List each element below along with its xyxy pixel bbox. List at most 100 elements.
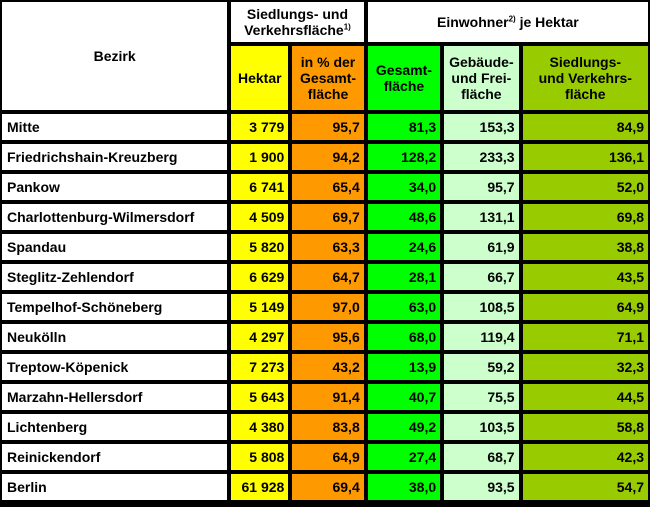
cell-gebaeude-freiflaeche: 108,5 (442, 292, 521, 322)
cell-hektar: 5 808 (229, 442, 291, 472)
cell-bezirk: Charlottenburg-Wilmersdorf (0, 202, 230, 232)
cell-gesamtflaeche: 40,7 (365, 382, 443, 412)
cell-prozent: 91,4 (290, 382, 366, 412)
cell-bezirk: Friedrichshain-Kreuzberg (0, 142, 230, 172)
cell-hektar: 6 629 (229, 262, 291, 292)
header-einwohner-je-hektar: Einwohner2) je Hektar (365, 0, 650, 44)
table-row: Charlottenburg-Wilmersdorf 4 509 69,7 48,6 1… (0, 202, 650, 232)
cell-siedlungs-verkehrsflaeche: 58,8 (520, 412, 650, 442)
cell-gesamtflaeche: 24,6 (365, 232, 443, 262)
cell-bezirk: Reinickendorf (0, 442, 230, 472)
cell-hektar: 6 741 (229, 172, 291, 202)
cell-prozent: 65,4 (290, 172, 366, 202)
table-row: Tempelhof-Schöneberg 5 149 97,0 63,0 108,5 64… (0, 292, 650, 322)
cell-gesamtflaeche: 48,6 (365, 202, 443, 232)
cell-gebaeude-freiflaeche: 68,7 (442, 442, 521, 472)
cell-prozent: 43,2 (290, 352, 366, 382)
table-row: Lichtenberg 4 380 83,8 49,2 103,5 58,8 (0, 412, 650, 442)
cell-hektar: 5 643 (229, 382, 291, 412)
cell-siedlungs-verkehrsflaeche: 52,0 (520, 172, 650, 202)
table-row: Neukölln 4 297 95,6 68,0 119,4 71,1 (0, 322, 650, 352)
cell-bezirk: Spandau (0, 232, 230, 262)
cell-prozent: 94,2 (290, 142, 366, 172)
table-row: Spandau 5 820 63,3 24,6 61,9 38,8 (0, 232, 650, 262)
cell-gesamtflaeche: 81,3 (365, 112, 443, 142)
header-prozent-gesamtflaeche: in % der Gesamt-fläche (290, 44, 366, 112)
header-siedlungsflaeche: Siedlungs- und Verkehrsfläche1) (229, 0, 366, 44)
cell-hektar: 5 820 (229, 232, 291, 262)
header-bezirk: Bezirk (0, 0, 230, 112)
cell-siedlungs-verkehrsflaeche: 136,1 (520, 142, 650, 172)
cell-gesamtflaeche: 49,2 (365, 412, 443, 442)
cell-hektar: 3 779 (229, 112, 291, 142)
cell-bezirk: Pankow (0, 172, 230, 202)
cell-siedlungs-verkehrsflaeche: 54,7 (520, 472, 650, 502)
cell-gesamtflaeche: 34,0 (365, 172, 443, 202)
cell-gebaeude-freiflaeche: 233,3 (442, 142, 521, 172)
cell-siedlungs-verkehrsflaeche: 69,8 (520, 202, 650, 232)
cell-siedlungs-verkehrsflaeche: 44,5 (520, 382, 650, 412)
cell-siedlungs-verkehrsflaeche: 71,1 (520, 322, 650, 352)
cell-bezirk: Neukölln (0, 322, 230, 352)
cell-prozent: 63,3 (290, 232, 366, 262)
cell-bezirk: Steglitz-Zehlendorf (0, 262, 230, 292)
cell-prozent: 95,6 (290, 322, 366, 352)
header-gebaeude-freiflaeche: Gebäude-und Frei-fläche (442, 44, 521, 112)
cell-gebaeude-freiflaeche: 95,7 (442, 172, 521, 202)
cell-hektar: 5 149 (229, 292, 291, 322)
cell-gebaeude-freiflaeche: 131,1 (442, 202, 521, 232)
table-row: Steglitz-Zehlendorf 6 629 64,7 28,1 66,7 43,5 (0, 262, 650, 292)
cell-gebaeude-freiflaeche: 61,9 (442, 232, 521, 262)
cell-prozent: 69,7 (290, 202, 366, 232)
cell-siedlungs-verkehrsflaeche: 64,9 (520, 292, 650, 322)
cell-prozent: 83,8 (290, 412, 366, 442)
cell-siedlungs-verkehrsflaeche: 42,3 (520, 442, 650, 472)
cell-hektar: 7 273 (229, 352, 291, 382)
cell-prozent: 64,7 (290, 262, 366, 292)
cell-siedlungs-verkehrsflaeche: 38,8 (520, 232, 650, 262)
cell-gesamtflaeche: 13,9 (365, 352, 443, 382)
cell-hektar: 61 928 (229, 472, 291, 502)
table-body: Mitte 3 779 95,7 81,3 153,3 84,9 Friedrichshai… (0, 112, 650, 502)
cell-hektar: 4 509 (229, 202, 291, 232)
table-row: Pankow 6 741 65,4 34,0 95,7 52,0 (0, 172, 650, 202)
header-hektar: Hektar (229, 44, 291, 112)
cell-gebaeude-freiflaeche: 103,5 (442, 412, 521, 442)
cell-bezirk: Mitte (0, 112, 230, 142)
cell-hektar: 4 297 (229, 322, 291, 352)
cell-gebaeude-freiflaeche: 119,4 (442, 322, 521, 352)
cell-gesamtflaeche: 128,2 (365, 142, 443, 172)
cell-hektar: 1 900 (229, 142, 291, 172)
table-row: Reinickendorf 5 808 64,9 27,4 68,7 42,3 (0, 442, 650, 472)
cell-bezirk: Tempelhof-Schöneberg (0, 292, 230, 322)
cell-bezirk: Treptow-Köpenick (0, 352, 230, 382)
cell-gebaeude-freiflaeche: 59,2 (442, 352, 521, 382)
cell-gebaeude-freiflaeche: 66,7 (442, 262, 521, 292)
cell-gebaeude-freiflaeche: 93,5 (442, 472, 521, 502)
cell-prozent: 95,7 (290, 112, 366, 142)
table-row: Treptow-Köpenick 7 273 43,2 13,9 59,2 32,3 (0, 352, 650, 382)
cell-hektar: 4 380 (229, 412, 291, 442)
cell-bezirk: Berlin (0, 472, 230, 502)
table-row: Friedrichshain-Kreuzberg 1 900 94,2 128,2 23… (0, 142, 650, 172)
cell-prozent: 97,0 (290, 292, 366, 322)
cell-siedlungs-verkehrsflaeche: 84,9 (520, 112, 650, 142)
cell-bezirk: Marzahn-Hellersdorf (0, 382, 230, 412)
header-siedlungs-verkehrsflaeche: Siedlungs-und Verkehrs-fläche (520, 44, 650, 112)
table-row: Marzahn-Hellersdorf 5 643 91,4 40,7 75,5 44,5 (0, 382, 650, 412)
cell-bezirk: Lichtenberg (0, 412, 230, 442)
cell-prozent: 69,4 (290, 472, 366, 502)
table-row: Berlin 61 928 69,4 38,0 93,5 54,7 (0, 472, 650, 502)
cell-gesamtflaeche: 63,0 (365, 292, 443, 322)
cell-gesamtflaeche: 27,4 (365, 442, 443, 472)
cell-prozent: 64,9 (290, 442, 366, 472)
header-gesamtflaeche: Gesamt-fläche (365, 44, 443, 112)
cell-siedlungs-verkehrsflaeche: 32,3 (520, 352, 650, 382)
cell-gesamtflaeche: 28,1 (365, 262, 443, 292)
cell-siedlungs-verkehrsflaeche: 43,5 (520, 262, 650, 292)
cell-gebaeude-freiflaeche: 75,5 (442, 382, 521, 412)
table-row: Mitte 3 779 95,7 81,3 153,3 84,9 (0, 112, 650, 142)
cell-gesamtflaeche: 38,0 (365, 472, 443, 502)
cell-gebaeude-freiflaeche: 153,3 (442, 112, 521, 142)
